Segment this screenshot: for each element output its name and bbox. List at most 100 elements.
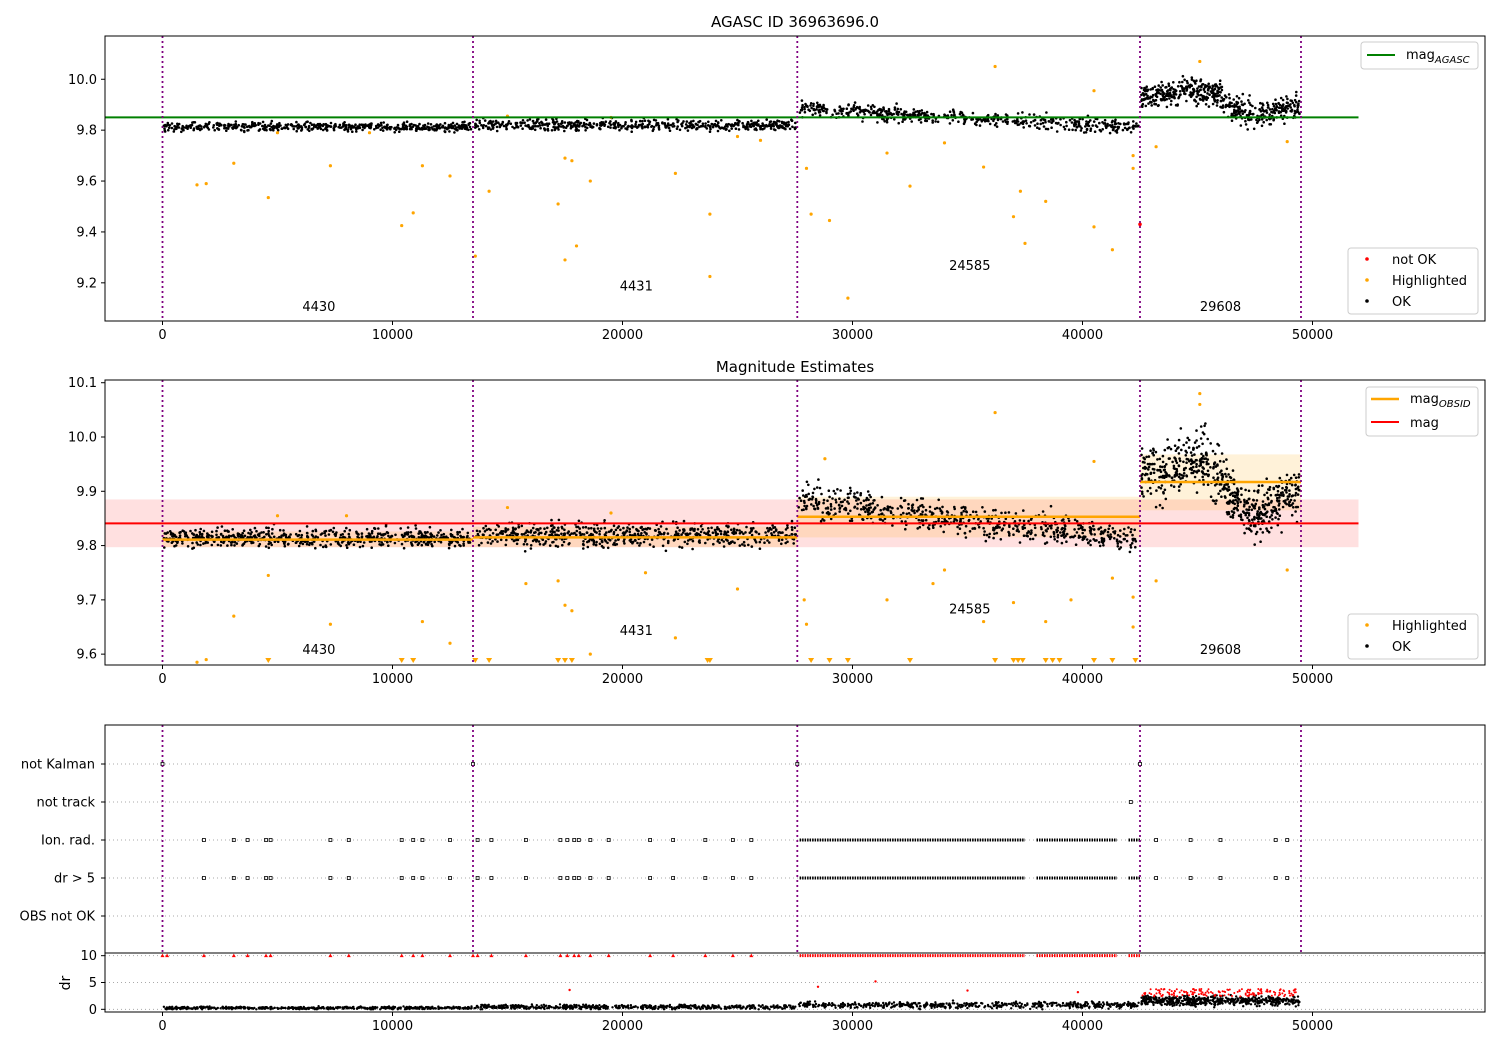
ok-point (1039, 122, 1042, 126)
ok-point (1237, 96, 1241, 100)
ok-point (1160, 465, 1164, 469)
ok-point (1129, 530, 1132, 534)
ok-point (686, 542, 689, 546)
ok-point (1225, 103, 1228, 107)
ok-point (1219, 105, 1222, 109)
ok-point (1233, 110, 1236, 113)
ok-point (1153, 85, 1157, 88)
ok-point (1276, 489, 1280, 493)
highlighted-point (570, 159, 574, 163)
ok-point (723, 530, 727, 533)
ok-point (778, 531, 781, 534)
ok-point (526, 119, 529, 122)
ok-point (226, 544, 229, 547)
ok-point (369, 123, 373, 127)
panel-1-title: AGASC ID 36963696.0 (711, 13, 879, 31)
ok-point (1220, 478, 1224, 481)
ok-point (1085, 120, 1088, 123)
highlighted-point (400, 223, 404, 228)
ok-point (1216, 464, 1219, 467)
ok-point (642, 528, 645, 531)
ok-point (233, 123, 236, 127)
ok-point (665, 527, 668, 531)
ok-point (826, 499, 829, 503)
ok-point (839, 489, 842, 492)
ok-point (529, 547, 533, 550)
ok-point (866, 104, 870, 107)
ok-point (1075, 126, 1079, 129)
ok-point (1222, 486, 1226, 490)
ok-point (489, 528, 492, 532)
highlighted-point (563, 258, 567, 262)
ok-point (1178, 80, 1181, 84)
obsid-label: 29608 (1200, 300, 1241, 315)
x-tick-label: 20000 (602, 328, 643, 343)
ok-point (396, 123, 400, 127)
ok-point (988, 122, 992, 126)
ok-point (1255, 516, 1259, 519)
ok-point (486, 127, 490, 130)
ok-point (684, 126, 687, 130)
ok-point (661, 544, 665, 548)
ok-point (910, 120, 913, 123)
ok-point (979, 520, 982, 523)
ok-point (1132, 120, 1135, 123)
ok-point (567, 122, 570, 126)
ok-point (1281, 505, 1285, 509)
ok-point (282, 542, 286, 545)
ok-point (178, 531, 181, 534)
ok-point (628, 530, 631, 534)
ok-point (173, 544, 176, 548)
ok-point (912, 111, 916, 115)
ok-point (507, 120, 511, 123)
ok-point (357, 125, 361, 129)
ok-point (1093, 533, 1096, 536)
ok-point (456, 541, 460, 544)
ok-point (584, 525, 588, 529)
ok-point (533, 128, 537, 132)
ok-point (638, 119, 642, 123)
ok-point (1181, 74, 1185, 78)
highlighted-point (1285, 568, 1289, 572)
ok-point (433, 540, 437, 544)
ok-point (1081, 117, 1084, 121)
ok-point (183, 532, 187, 536)
ok-point (1041, 121, 1045, 125)
ok-point (552, 120, 555, 124)
ok-point (924, 508, 928, 512)
ok-point (675, 127, 679, 130)
ok-point (807, 108, 810, 111)
ok-point (408, 124, 412, 128)
ok-point (525, 543, 529, 546)
ok-point (1006, 117, 1009, 121)
ok-point (640, 532, 643, 535)
highlighted-point (275, 514, 280, 518)
ok-point (453, 544, 457, 548)
ok-point (345, 544, 348, 547)
ok-point (536, 124, 540, 128)
ok-point (1165, 97, 1168, 101)
ok-point (907, 502, 910, 506)
ok-point (758, 540, 762, 544)
highlighted-point (524, 581, 528, 586)
ok-point (1117, 125, 1121, 129)
flag-marker (201, 876, 206, 880)
ok-point (1284, 499, 1287, 502)
ok-point (762, 124, 766, 127)
ok-point (741, 543, 744, 546)
ok-point (907, 507, 910, 510)
ok-point (538, 542, 542, 546)
ok-point (858, 111, 862, 114)
ok-point (893, 108, 897, 111)
ok-point (582, 547, 585, 550)
ok-point (251, 124, 255, 128)
ok-point (592, 541, 596, 544)
flag-marker (1273, 838, 1278, 842)
ok-point (234, 120, 238, 123)
highlighted-point (1285, 140, 1289, 144)
ok-point (1225, 458, 1228, 461)
ok-point (1155, 88, 1158, 92)
ok-point (755, 531, 758, 534)
ok-point (1260, 106, 1264, 109)
